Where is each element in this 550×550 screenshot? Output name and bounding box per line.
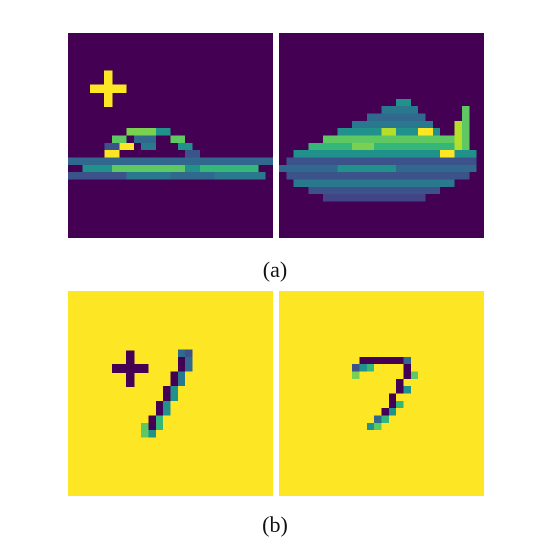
sneaker-sole bbox=[279, 164, 477, 202]
sandal-sole bbox=[68, 157, 273, 180]
digit-one-heatmap bbox=[68, 291, 273, 496]
sneaker-upper bbox=[286, 98, 477, 165]
digit-seven-image bbox=[279, 291, 484, 496]
digit-seven-heatmap bbox=[279, 291, 484, 496]
sneaker-image bbox=[279, 33, 484, 238]
digit-one-image bbox=[68, 291, 273, 496]
sandal-image bbox=[68, 33, 273, 238]
plus-marker bbox=[89, 70, 127, 107]
sneaker-heatmap bbox=[279, 33, 484, 238]
sandal-strap bbox=[104, 128, 200, 158]
sandal-heatmap bbox=[68, 33, 273, 238]
digit-one-stroke bbox=[141, 349, 193, 438]
caption-a: (a) bbox=[262, 257, 288, 282]
plus-marker bbox=[111, 350, 149, 387]
caption-b: (b) bbox=[262, 512, 288, 537]
digit-seven-stroke bbox=[352, 356, 419, 431]
